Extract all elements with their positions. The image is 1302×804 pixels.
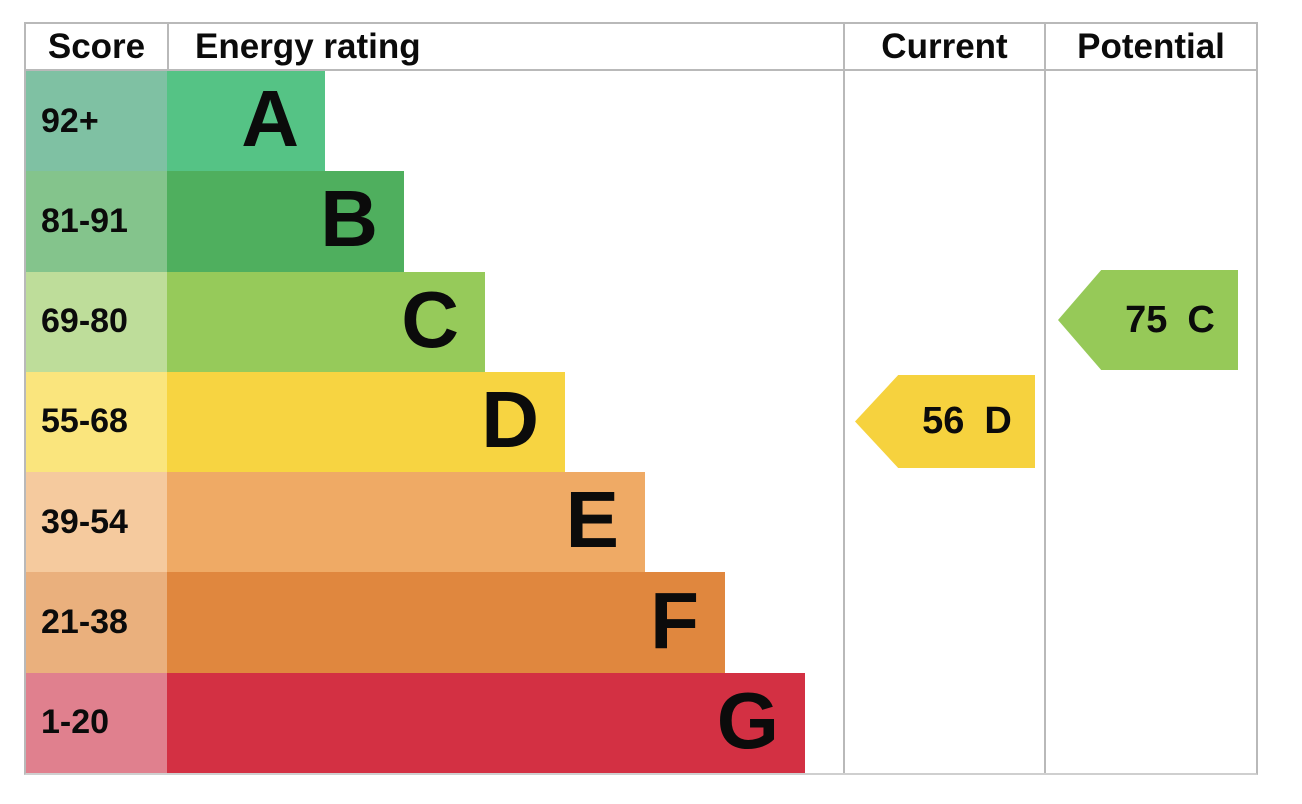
score-range-a: 92+ [26, 71, 167, 172]
band-row-a: 92+ A [26, 71, 1256, 172]
score-range-a-label: 92+ [41, 101, 99, 140]
score-range-g: 1-20 [26, 672, 167, 773]
rating-bar-g: G [167, 672, 805, 773]
header-current-label: Current [881, 26, 1008, 66]
score-range-c-label: 69-80 [41, 302, 128, 341]
header-current: Current [845, 24, 1044, 69]
current-rating-arrow: 56 D [855, 375, 1035, 468]
score-range-f: 21-38 [26, 572, 167, 673]
rating-bar-a: A [167, 71, 325, 172]
band-letter-g: G [716, 675, 779, 765]
score-range-d: 55-68 [26, 371, 167, 473]
current-rating-value: 56 [922, 400, 965, 442]
band-letter-e: E [565, 475, 619, 565]
score-range-b-label: 81-91 [41, 201, 128, 240]
epc-rating-chart: Score Energy rating Current Potential 92… [24, 22, 1258, 775]
header-score-label: Score [47, 26, 146, 66]
band-rows: 92+ A 81-91 B 69-80 C 55-68 [26, 71, 1256, 773]
band-letter-a: A [241, 74, 299, 164]
header-bottom-divider [26, 69, 1256, 71]
header-energy-rating: Energy rating [169, 24, 843, 69]
score-column-divider [167, 24, 169, 69]
rating-bar-b: B [167, 171, 404, 272]
header-potential-label: Potential [1077, 26, 1225, 66]
score-range-b: 81-91 [26, 171, 167, 272]
score-range-g-label: 1-20 [41, 703, 110, 742]
rating-bar-f: F [167, 572, 725, 673]
band-letter-d: D [481, 374, 539, 464]
band-letter-c: C [401, 274, 459, 364]
band-letter-f: F [650, 575, 699, 665]
band-letter-b: B [320, 174, 378, 264]
header-score: Score [26, 24, 167, 69]
potential-column-divider [1044, 24, 1046, 773]
rating-bar-d: D [167, 371, 565, 473]
header-energy-rating-label: Energy rating [195, 26, 421, 66]
current-column-divider [843, 24, 845, 773]
band-row-e: 39-54 E [26, 472, 1256, 573]
rating-bar-c: C [167, 271, 485, 372]
rating-bar-e: E [167, 472, 645, 573]
band-row-c: 69-80 C [26, 271, 1256, 372]
band-row-b: 81-91 B [26, 171, 1256, 272]
score-range-e-label: 39-54 [41, 502, 128, 541]
potential-rating-value: 75 [1125, 298, 1168, 341]
band-row-d: 55-68 D [26, 371, 1256, 473]
current-rating-band-letter: D [984, 400, 1012, 442]
score-range-e: 39-54 [26, 472, 167, 573]
header-potential: Potential [1046, 24, 1256, 69]
band-row-g: 1-20 G [26, 672, 1256, 773]
score-range-d-label: 55-68 [41, 402, 128, 441]
band-row-f: 21-38 F [26, 572, 1256, 673]
potential-rating-band-letter: C [1187, 298, 1215, 341]
score-range-f-label: 21-38 [41, 603, 128, 642]
score-range-c: 69-80 [26, 271, 167, 372]
potential-rating-arrow: 75 C [1058, 270, 1238, 370]
